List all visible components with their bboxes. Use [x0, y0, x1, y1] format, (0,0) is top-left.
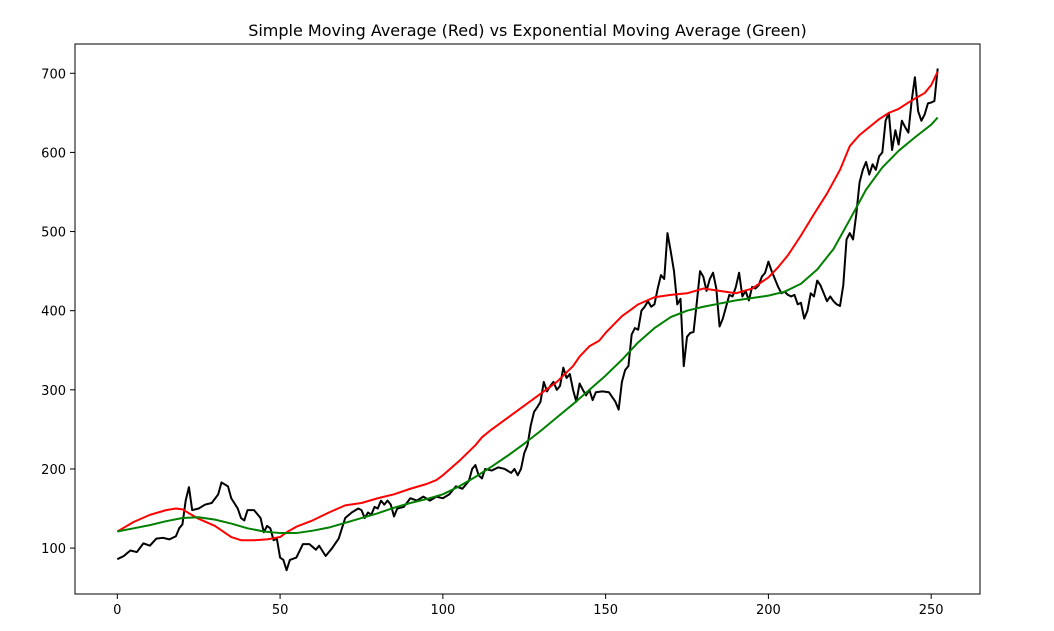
y-tick-label: 400: [41, 305, 66, 320]
chart-title: Simple Moving Average (Red) vs Exponenti…: [248, 21, 807, 40]
x-tick-label: 250: [919, 603, 944, 618]
series-layer: [116, 68, 939, 572]
x-tick-label: 200: [756, 603, 781, 618]
ticks-layer: 0 50 100 150 200 250 100 200 300 400 500 600 700: [41, 67, 943, 618]
x-tick-label: 100: [430, 603, 455, 618]
series-line-2: [117, 116, 939, 535]
x-tick-label: 50: [272, 603, 289, 618]
y-tick-label: 200: [41, 463, 66, 478]
y-tick-label: 100: [41, 542, 66, 557]
x-tick-label: 0: [113, 603, 121, 618]
plot-frame: [74, 43, 981, 595]
y-tick-label: 700: [41, 67, 66, 82]
x-tick-label: 150: [593, 603, 618, 618]
y-tick-label: 600: [41, 146, 66, 161]
y-tick-label: 300: [41, 384, 66, 399]
y-tick-label: 500: [41, 226, 66, 241]
series-line-0: [116, 68, 939, 572]
series-line-1: [116, 71, 939, 542]
